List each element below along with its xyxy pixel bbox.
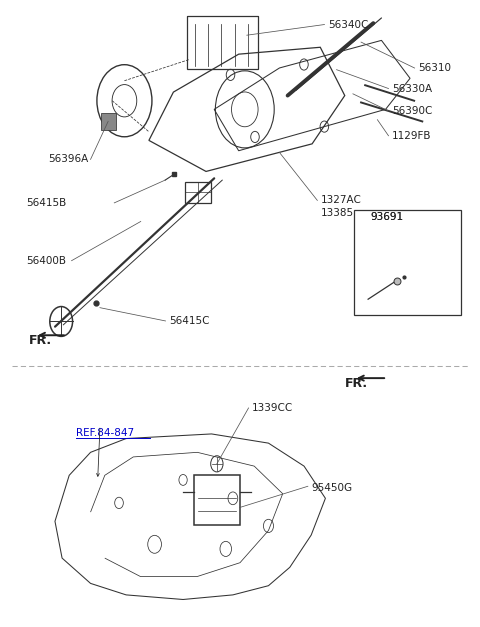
Bar	[100, 113, 116, 130]
Text: 1339CC: 1339CC	[252, 403, 293, 413]
Text: 1129FB: 1129FB	[392, 131, 432, 141]
Text: 93691: 93691	[371, 212, 404, 222]
Bar	[354, 210, 461, 315]
Text: 13385: 13385	[321, 208, 354, 218]
Text: FR.: FR.	[29, 334, 52, 347]
Bar	[187, 16, 258, 69]
Text: 93691: 93691	[371, 212, 404, 222]
Text: 56340C: 56340C	[328, 19, 368, 29]
Text: 56415C: 56415C	[169, 316, 209, 326]
Text: 56400B: 56400B	[26, 256, 67, 266]
Text: 56415B: 56415B	[26, 198, 67, 208]
Text: 56330A: 56330A	[392, 83, 432, 93]
Text: 56396A: 56396A	[48, 154, 88, 164]
Text: 1327AC: 1327AC	[321, 196, 361, 206]
Bar	[185, 182, 211, 203]
Text: FR.: FR.	[344, 377, 368, 389]
Text: REF.84-847: REF.84-847	[76, 428, 134, 438]
Text: 56310: 56310	[418, 63, 451, 73]
Text: 95450G: 95450G	[311, 483, 352, 492]
Text: 56390C: 56390C	[392, 106, 432, 116]
Bar	[194, 475, 240, 525]
